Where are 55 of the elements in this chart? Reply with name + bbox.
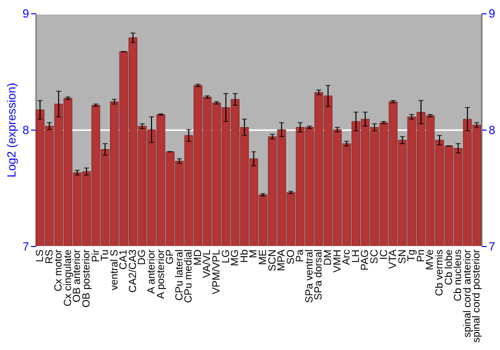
x-tick-label: Tu [100,249,112,262]
x-tick-label: Pir [90,248,102,262]
x-tick-label: OB anterior [72,248,84,302]
x-tick-label: SPa dorsal [314,249,325,300]
x-tick-label: Cb vermis [434,249,446,296]
x-tick-label: spinal cord anterior [462,248,474,338]
x-tick-label: Tg [406,249,418,262]
x-tick-label: spinal cord posterior [472,248,483,343]
x-tick-label: OB posterior [81,248,92,308]
x-tick-label: A anterior [146,248,158,294]
x-tick-label: CA1 [118,249,130,270]
x-tick-label: GP [165,249,176,264]
y-axis-title: Log2 (expression) [4,82,19,178]
y2-tick-label: 7 [488,239,496,254]
x-tick-label: MVe [425,249,436,270]
x-tick-label: LH [350,249,362,263]
x-tick-label: ME [258,249,269,265]
x-tick-label: LS [35,249,46,262]
y2-tick-label: 8 [488,123,496,138]
x-tick-label: Pn [416,249,427,262]
x-tick-label: LG [220,249,232,264]
x-tick-label: SN [397,249,408,264]
y-tick-label: 8 [22,123,30,138]
x-tick-label: DG [137,249,148,265]
x-tick-label: VTA [388,249,400,269]
x-tick-label: ventral S [109,249,120,290]
x-tick-label: Hb [239,249,250,263]
x-tick-label: RS [44,249,56,264]
x-tick-label: DM [323,249,334,266]
y-tick-label: 7 [22,239,30,254]
x-tick-label: CPu medial [184,249,195,303]
x-tick-label: Cx motor [54,248,65,292]
x-tick-label: Arc [342,249,353,265]
x-tick-label: SO [286,249,297,264]
y2-tick-label: 9 [488,6,496,21]
x-tick-label: CPu lateral [174,249,186,301]
x-tick-label: MD [192,249,204,266]
x-tick-label: PAG [360,249,372,271]
x-tick-label: SCN [267,249,278,272]
x-tick-label: Pa [295,249,306,262]
x-tick-label: A posterior [156,248,167,299]
x-tick-label: MPA [276,249,288,272]
x-tick-label: IC [378,248,390,260]
x-tick-label: Cx cingulate [62,249,74,306]
x-tick-label: MG [230,249,242,266]
x-tick-label: Cb lobe [444,249,455,286]
x-tick-label: VPM/VPL [212,249,223,294]
x-tick-label: M [248,249,260,258]
x-tick-label: VMH [332,249,344,272]
x-tick-label: SC [369,248,380,264]
x-tick-label: CA2/CA3 [128,249,139,293]
x-tick-label: Cb nucleus [453,249,464,302]
y-tick-label: 9 [22,6,30,21]
x-tick-label: SPa ventral [304,249,316,303]
x-tick-label: VA/VL [202,249,214,278]
